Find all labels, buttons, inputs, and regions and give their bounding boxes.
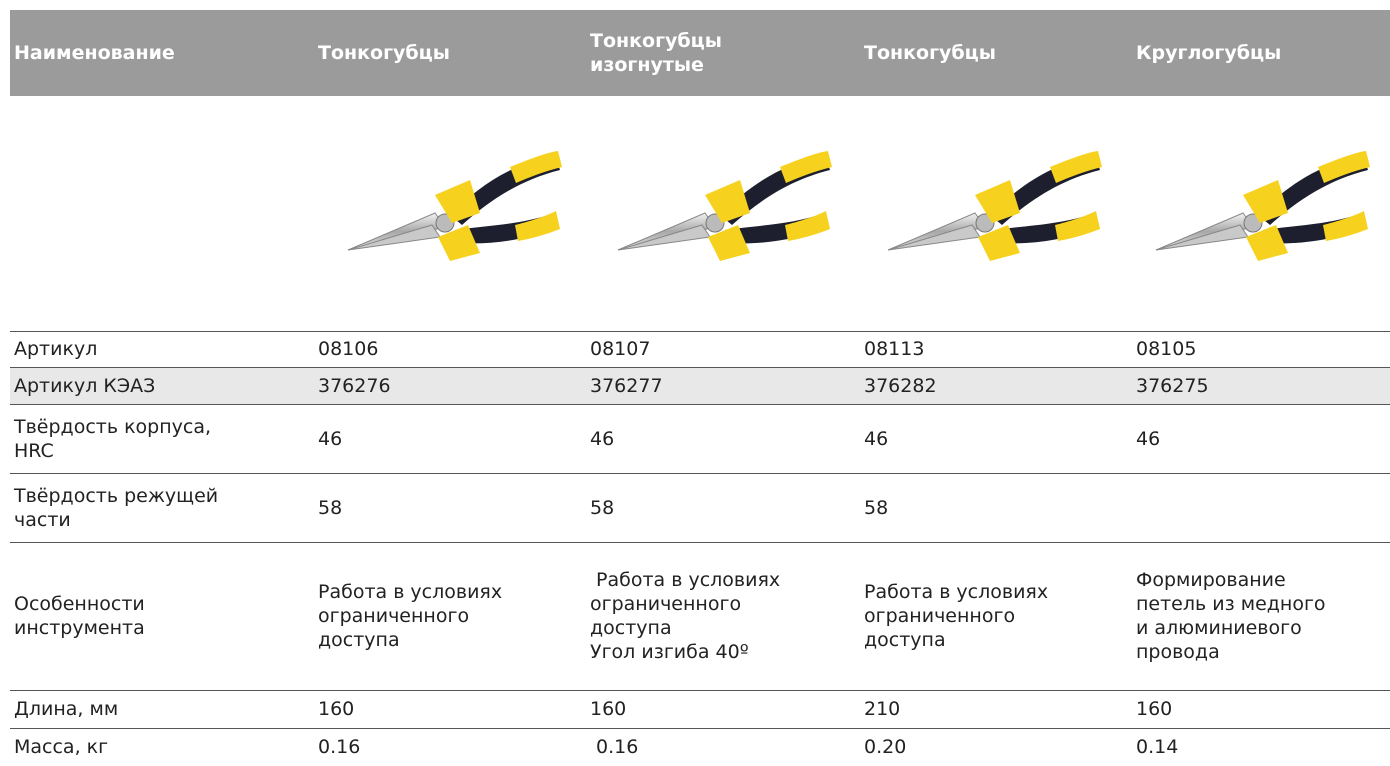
- table-cell: 0.16: [318, 736, 361, 758]
- table-cell: 58: [590, 496, 615, 519]
- table-cell: 46: [1136, 427, 1161, 450]
- table-cell: 08107: [590, 338, 651, 360]
- table-cell: 58: [318, 496, 343, 519]
- table-cell: 46: [864, 427, 889, 450]
- table-cell: 0.20: [864, 736, 907, 758]
- table-cell: 08105: [1136, 338, 1197, 360]
- table-cell: 160: [590, 698, 627, 720]
- table-cell: 0.16: [590, 736, 639, 758]
- table-cell: 160: [318, 698, 355, 720]
- header-cell: Наименование: [14, 42, 175, 64]
- table-cell: 46: [318, 427, 343, 450]
- header-cell: Тонкогубцы: [864, 42, 996, 64]
- table-cell: Работа в условиях ограниченного доступа: [864, 581, 1049, 651]
- row-label: Артикул КЭАЗ: [14, 374, 156, 397]
- header-cell: Круглогубцы: [1136, 42, 1282, 64]
- table-cell: 08113: [864, 338, 925, 360]
- table-cell: 210: [864, 698, 901, 720]
- table-cell: 376277: [590, 374, 663, 397]
- table-cell: 376276: [318, 374, 391, 397]
- table-cell: 0.14: [1136, 736, 1179, 758]
- row-label: Масса, кг: [14, 736, 109, 758]
- table-cell: 58: [864, 496, 889, 519]
- product-image: [880, 125, 1110, 275]
- table-row: [10, 367, 1390, 404]
- row-label: Особенности инструмента: [14, 593, 145, 639]
- table-cell: 376282: [864, 374, 937, 397]
- header-cell: Тонкогубцы: [318, 42, 450, 64]
- table-cell: Работа в условиях ограниченного доступа: [318, 581, 503, 651]
- product-image: [610, 125, 840, 275]
- table-row: [10, 728, 1390, 766]
- table-cell: 08106: [318, 338, 379, 360]
- product-image: [340, 125, 570, 275]
- table-cell: 160: [1136, 698, 1173, 720]
- table-row: [10, 473, 1390, 542]
- row-label: Твёрдость режущей части: [14, 484, 219, 531]
- table-row: [10, 542, 1390, 690]
- product-image: [1148, 125, 1378, 275]
- table-cell: Формирование петель из медного и алюмини…: [1136, 569, 1326, 663]
- table-cell: 46: [590, 427, 615, 450]
- row-label: Длина, мм: [14, 698, 119, 720]
- table-row: [10, 404, 1390, 473]
- row-label: Твёрдость корпуса, HRC: [14, 415, 212, 462]
- table-row: [10, 331, 1390, 367]
- row-label: Артикул: [14, 338, 98, 360]
- table-cell: Работа в условиях ограниченного доступа …: [590, 569, 781, 663]
- table-row: [10, 690, 1390, 728]
- header-row: [10, 10, 1390, 96]
- header-cell: Тонкогубцы изогнутые: [590, 30, 722, 76]
- table-cell: 376275: [1136, 374, 1209, 397]
